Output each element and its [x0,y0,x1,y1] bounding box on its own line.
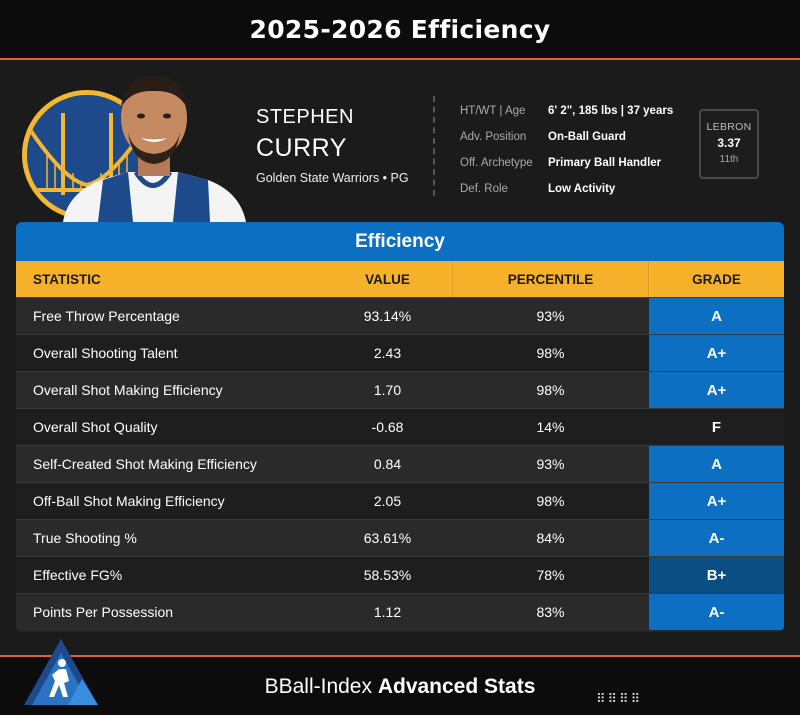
grade-cell: A- [649,520,784,556]
info-label: Adv. Position [460,131,527,143]
table-row: Overall Shooting Talent 2.43 98% A+ [16,334,784,371]
table-header: STATISTIC VALUE PERCENTILE GRADE [16,261,784,297]
efficiency-table: Efficiency STATISTIC VALUE PERCENTILE GR… [16,222,784,632]
value-cell: 93.14% [363,308,412,324]
table-row: True Shooting % 63.61% 84% A- [16,519,784,556]
player-header: STEPHEN CURRY Golden State Warriors • PG… [0,62,800,222]
table-row: Off-Ball Shot Making Efficiency 2.05 98% A+ [16,482,784,519]
player-first-name: STEPHEN [256,106,354,128]
player-photo [63,76,246,222]
stat-cell: Effective FG% [33,567,123,583]
lebron-box: LEBRON 3.37 11th [699,109,759,179]
watermark: ⠿⠿⠿⠿ [596,691,643,706]
value-cell: 0.84 [373,456,402,472]
info-row: Def. Role Low Activity [460,176,673,202]
stat-cell: Free Throw Percentage [33,308,180,324]
header-value: VALUE [365,271,410,287]
grade-cell: A+ [649,335,784,371]
bball-index-logo-icon [24,639,98,705]
info-value: On-Ball Guard [548,131,626,143]
info-row: Adv. Position On-Ball Guard [460,124,673,150]
lebron-value: 3.37 [717,136,741,150]
percentile-cell: 93% [536,308,565,324]
header-divider [433,96,435,196]
percentile-cell: 98% [536,345,565,361]
stat-cell: Overall Shot Quality [33,419,158,435]
info-value: Low Activity [548,183,616,195]
team-position: Golden State Warriors • PG [256,171,409,185]
page-title: 2025-2026 Efficiency [249,14,551,44]
info-row: Off. Archetype Primary Ball Handler [460,150,673,176]
grade-cell: A [649,446,784,482]
value-cell: 2.05 [373,493,402,509]
percentile-cell: 83% [536,604,565,620]
percentile-cell: 78% [536,567,565,583]
player-last-name: CURRY [256,134,347,162]
percentile-cell: 98% [536,382,565,398]
table-body: Free Throw Percentage 93.14% 93% A Overall S… [16,297,784,630]
value-cell: -0.68 [371,419,404,435]
info-label: HT/WT | Age [460,105,526,117]
footer: BBall-Index Advanced Stats ⠿⠿⠿⠿ [0,639,800,715]
header-percentile: PERCENTILE [452,261,649,297]
grade-cell: A [649,298,784,334]
footer-brand-suffix: Advanced Stats [377,675,536,698]
percentile-cell: 93% [536,456,565,472]
stat-cell: Overall Shooting Talent [33,345,178,361]
info-label: Def. Role [460,183,508,195]
info-value: 6' 2", 185 lbs | 37 years [548,105,674,117]
stat-cell: Off-Ball Shot Making Efficiency [33,493,225,509]
table-row: Overall Shot Quality -0.68 14% F [16,408,784,445]
header-statistic: STATISTIC [33,271,101,287]
table-title: Efficiency [16,222,784,261]
percentile-cell: 84% [536,530,565,546]
grade-cell: B+ [649,557,784,593]
table-row: Effective FG% 58.53% 78% B+ [16,556,784,593]
info-label: Off. Archetype [460,157,533,169]
grade-cell: A- [649,594,784,630]
grade-cell: A+ [649,483,784,519]
lebron-rank: 11th [719,154,739,165]
title-bar: 2025-2026 Efficiency [0,0,800,60]
info-value: Primary Ball Handler [548,157,662,169]
stat-cell: Overall Shot Making Efficiency [33,382,223,398]
value-cell: 2.43 [373,345,402,361]
table-row: Free Throw Percentage 93.14% 93% A [16,297,784,334]
table-row: Overall Shot Making Efficiency 1.70 98% A+ [16,371,784,408]
stat-cell: True Shooting % [33,530,137,546]
value-cell: 63.61% [363,530,412,546]
table-row: Points Per Possession 1.12 83% A- [16,593,784,630]
grade-cell: F [711,418,722,436]
header-grade: GRADE [692,271,741,287]
percentile-cell: 98% [536,493,565,509]
info-row: HT/WT | Age 6' 2", 185 lbs | 37 years [460,98,673,124]
grade-cell: A+ [649,372,784,408]
stat-cell: Self-Created Shot Making Efficiency [33,456,257,472]
player-info: HT/WT | Age 6' 2", 185 lbs | 37 years Ad… [460,98,673,202]
stat-cell: Points Per Possession [33,604,174,620]
value-cell: 1.70 [373,382,402,398]
value-cell: 1.12 [373,604,402,620]
table-row: Self-Created Shot Making Efficiency 0.84 9… [16,445,784,482]
lebron-label: LEBRON [706,121,752,133]
percentile-cell: 14% [536,419,565,435]
value-cell: 58.53% [363,567,412,583]
footer-brand: BBall-Index Advanced Stats [0,675,800,699]
footer-brand-name: BBall-Index [264,675,372,698]
